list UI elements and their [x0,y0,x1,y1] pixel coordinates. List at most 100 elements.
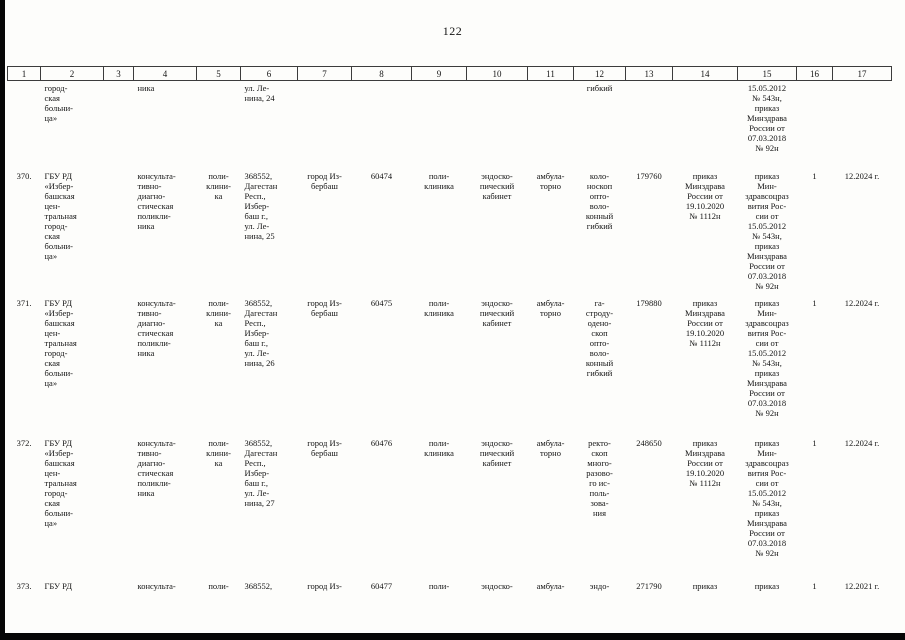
cell-row-371-col5: поли- клини- ка [206,297,231,328]
cell-row-373-partial-col2: ГБУ РД [44,580,73,591]
cell-row-373-partial-col14: приказ [692,580,718,591]
cell-row-372-col8: 60476 [370,437,393,448]
cell-row-371-col16: 1 [812,297,817,308]
cell-row-371-col12: га- строду- одено- скоп опто- воло- конн… [585,297,614,378]
column-number-9: 9 [411,66,467,81]
cell-row-369-continued-col4: ника [137,83,155,93]
cell-row-370-col10: эндоско- пический кабинет [479,170,515,201]
cell-row-370-col11: амбула- торно [536,170,565,191]
cell-row-373-partial-col6: 368552, [244,580,273,591]
row-370: 370. ГБУ РД «Избер- башская цен- тральная… [8,169,892,296]
cell-row-372-col9: поли- клиника [424,437,454,458]
cell-row-372-col14: приказ Минздрава России от 19.10.2020 № … [685,437,725,488]
cell-row-369-continued-col1 [8,81,41,169]
cell-row-370-col12: коло- носкоп опто- воло- конный гибкий [585,170,614,231]
cell-row-370-col5: поли- клини- ка [206,170,231,201]
column-number-5: 5 [196,66,241,81]
cell-row-370-col7: город Из- бербаш [307,170,342,191]
column-number-11: 11 [527,66,574,81]
cell-row-371-col8: 60475 [370,297,393,308]
cell-row-373-partial-col17: 12.2021 г. [844,580,880,591]
cell-row-369-continued-col8 [352,81,412,169]
cell-row-370-col3 [104,169,134,296]
page-number: 122 [442,24,463,38]
cell-row-371-col3 [104,296,134,436]
cell-row-370-col17: 12.2024 г. [844,170,880,181]
cell-row-372-col6: 368552, Дагестан Респ., Избер- баш г., у… [244,437,278,508]
cell-row-370-col6: 368552, Дагестан Респ., Избер- баш г., у… [244,170,278,241]
cell-row-370-col1: 370. [16,170,32,181]
cell-row-369-continued-col17 [833,81,892,169]
cell-row-370-col2: ГБУ РД «Избер- башская цен- тральная гор… [44,170,77,261]
cell-row-369-continued-col12: гибкий [586,83,613,93]
cell-row-373-partial-col10: эндоско- [481,580,513,591]
cell-row-370-col4: консульта- тивно- диагно- стическая поли… [137,170,176,231]
cell-row-373-partial-col16: 1 [812,580,817,591]
cell-row-372-col17: 12.2024 г. [844,437,880,448]
cell-row-369-continued-col10 [467,81,528,169]
cell-row-369-continued-col11 [528,81,574,169]
cell-row-371-col4: консульта- тивно- диагно- стическая поли… [137,297,176,358]
table-body: город- ская больни- ца» ника ул. Ле- нина,… [8,81,892,639]
cell-row-370-col15: приказ Мин- здравсоцраз вития Рос- сии о… [745,170,789,291]
cell-row-371-col13: 179880 [636,297,662,308]
cell-row-373-partial-col1: 373. [16,580,32,591]
equipment-table: 1 2 3 4 5 6 7 8 9 10 11 12 13 14 15 16 17 город- ская бо… [7,66,892,639]
cell-row-372-col10: эндоско- пический кабинет [479,437,515,468]
row-373-partial: 373. ГБУ РД консульта-поли- 368552, город Из… [8,579,892,639]
cell-row-369-continued-col16 [797,81,833,169]
cell-row-372-col5: поли- клини- ка [206,437,231,468]
cell-row-369-continued-col3 [104,81,134,169]
cell-row-373-partial-col4: консульта- [137,580,176,591]
cell-row-372-col1: 372. [16,437,32,448]
scan-edge-left [0,0,5,640]
cell-row-371-col10: эндоско- пический кабинет [479,297,515,328]
row-371: 371. ГБУ РД «Избер- башская цен- тральная… [8,296,892,436]
column-number-8: 8 [351,66,412,81]
row-369-continued: город- ская больни- ца» ника ул. Ле- нина,… [8,81,892,169]
cell-row-372-col16: 1 [812,437,817,448]
column-number-16: 16 [796,66,833,81]
cell-row-372-col7: город Из- бербаш [307,437,342,458]
cell-row-373-partial-col9: поли- [428,580,450,591]
table-header-row: 1 2 3 4 5 6 7 8 9 10 11 12 13 14 15 16 17 [7,66,892,81]
column-number-7: 7 [297,66,352,81]
cell-row-372-col13: 248650 [636,437,662,448]
table-header: 1 2 3 4 5 6 7 8 9 10 11 12 13 14 15 16 17 [7,66,892,81]
cell-row-369-continued-col13 [626,81,673,169]
column-number-1: 1 [7,66,41,81]
cell-row-371-col11: амбула- торно [536,297,565,318]
column-number-4: 4 [133,66,197,81]
cell-row-373-partial-col11: амбула- [536,580,565,591]
cell-row-370-col13: 179760 [636,170,662,181]
cell-row-373-partial-col8: 60477 [370,580,393,591]
cell-row-369-continued-col14 [673,81,738,169]
cell-row-373-partial-col15: приказ [754,580,780,591]
row-372: 372. ГБУ РД «Избер- башская цен- тральная… [8,436,892,579]
column-number-3: 3 [103,66,134,81]
cell-row-369-continued-col7 [298,81,352,169]
column-number-12: 12 [573,66,626,81]
cell-row-373-partial-col12: эндо- [589,580,610,591]
cell-row-369-continued-col6: ул. Ле- нина, 24 [244,83,275,103]
cell-row-369-continued-col9 [412,81,467,169]
cell-row-373-partial-col7: город Из- [307,580,342,591]
cell-row-373-partial-col13: 271790 [636,580,662,591]
cell-row-371-col9: поли- клиника [424,297,454,318]
scan-edge-bottom [0,633,905,640]
cell-row-369-continued-col15: 15.05.2012 № 543н, приказ Минздрава Росс… [747,83,787,153]
column-number-6: 6 [240,66,298,81]
cell-row-370-col9: поли- клиника [424,170,454,191]
column-number-17: 17 [832,66,892,81]
cell-row-369-continued-col2: город- ская больни- ца» [44,83,74,123]
cell-row-373-partial-col5: поли- [208,580,229,591]
column-number-13: 13 [625,66,673,81]
cell-row-372-col12: ректо- скоп много- разово- го ис- поль- … [586,437,613,518]
cell-row-371-col7: город Из- бербаш [307,297,342,318]
cell-row-371-col14: приказ Минздрава России от 19.10.2020 № … [685,297,725,348]
cell-row-371-col1: 371. [16,297,32,308]
column-number-10: 10 [466,66,528,81]
cell-row-372-col11: амбула- торно [536,437,565,458]
cell-row-369-continued-col5 [197,81,241,169]
